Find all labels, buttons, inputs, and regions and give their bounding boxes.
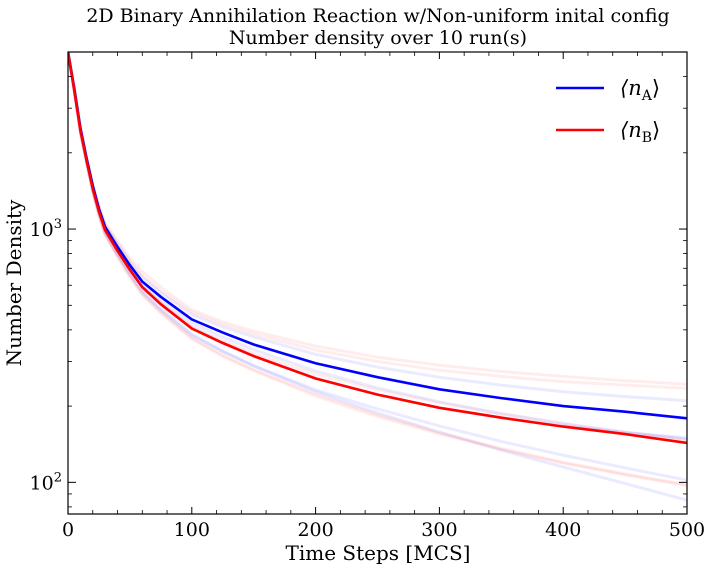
series-line-A: [68, 52, 687, 420]
x-axis-ticks: 0 100 200 300 400 500: [62, 52, 705, 541]
run-line-a-2: [68, 52, 687, 441]
x-tick-label: 100: [174, 519, 210, 541]
x-axis-label: Time Steps [MCS]: [286, 541, 471, 565]
y-tick-label: 103: [30, 217, 62, 241]
y-axis-label: Number Density: [2, 199, 26, 366]
x-tick-label: 500: [669, 519, 705, 541]
run-line-b-3: [68, 52, 687, 488]
x-tick-label: 200: [297, 519, 333, 541]
legend-label-B: ⟨nB⟩: [620, 118, 660, 146]
run-line-b-2: [68, 52, 687, 442]
individual-runs: [68, 52, 687, 502]
run-line-b-1: [68, 52, 687, 390]
x-tick-label: 0: [62, 519, 74, 541]
run-line-a-4: [68, 52, 687, 502]
legend-label-A: ⟨nA⟩: [620, 76, 660, 104]
run-line-b-0: [68, 52, 687, 386]
x-tick-label: 400: [545, 519, 581, 541]
plot-area: [68, 52, 687, 502]
run-line-b-4: [68, 52, 687, 487]
run-line-a-0: [68, 52, 687, 403]
chart-title: 2D Binary Annihilation Reaction w/Non-un…: [86, 5, 669, 27]
y-tick-label: 102: [30, 470, 62, 494]
series-line-B: [68, 52, 687, 445]
legend: ⟨nA⟩ ⟨nB⟩: [556, 76, 660, 146]
mean-series: [68, 52, 687, 445]
x-tick-label: 300: [421, 519, 457, 541]
y-axis-ticks: 102 103: [30, 51, 687, 508]
plot-frame: [67, 51, 688, 515]
chart-subtitle: Number density over 10 run(s): [229, 27, 527, 49]
